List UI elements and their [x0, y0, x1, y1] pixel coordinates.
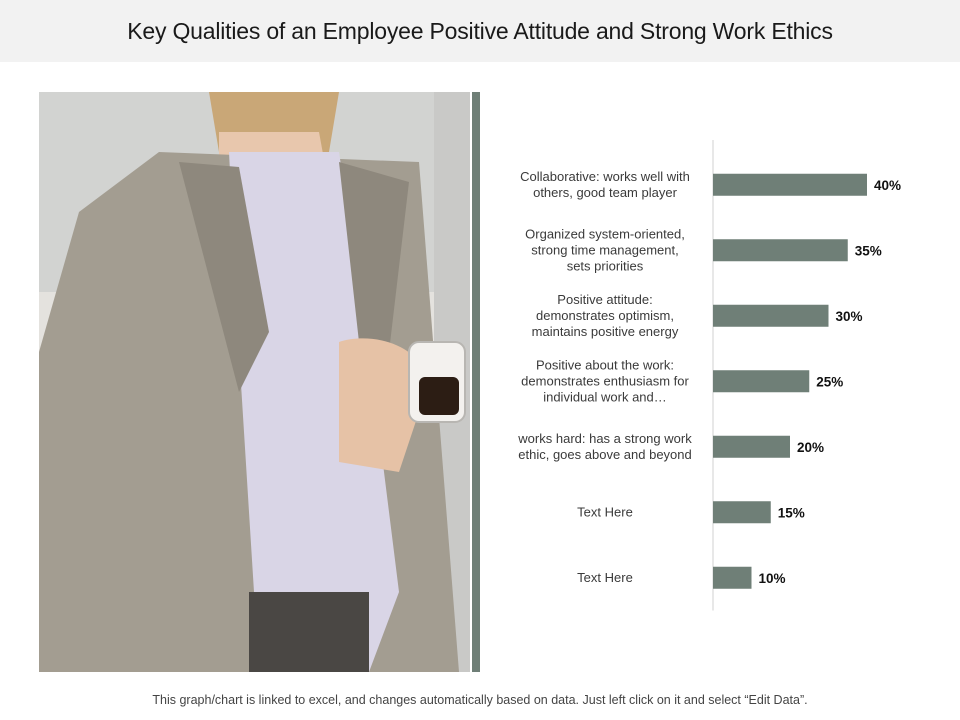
data-label-5: 15% [778, 505, 805, 520]
category-label-line: Text Here [577, 504, 633, 519]
footer-note: This graph/chart is linked to excel, and… [152, 693, 808, 707]
category-label-line: Collaborative: works well with [520, 169, 690, 184]
bar-2 [713, 304, 829, 327]
category-label-line: sets priorities [567, 258, 644, 273]
data-label-3: 25% [816, 374, 843, 389]
bar-5 [713, 501, 771, 524]
category-label-line: works hard: has a strong work [517, 431, 692, 446]
data-label-1: 35% [855, 243, 882, 258]
category-label-2: Positive attitude: demonstrates optimism,… [532, 292, 679, 339]
chart-svg: 40% Collaborative: works well with others,… [517, 140, 901, 611]
category-label-line: Positive attitude: [557, 292, 652, 307]
category-label-line: individual work and… [543, 389, 667, 404]
bar-1 [713, 239, 848, 262]
bar-0 [713, 173, 867, 196]
category-label-line: demonstrates enthusiasm for [521, 373, 689, 388]
accent-divider [472, 92, 480, 672]
category-label-line: others, good team player [533, 185, 677, 200]
category-label-0: Collaborative: works well with others, go… [520, 169, 690, 200]
bar-4 [713, 435, 790, 458]
category-label-line: Positive about the work: [536, 357, 674, 372]
category-label-5: Text Here [577, 504, 633, 519]
page-title: Key Qualities of an Employee Positive At… [127, 17, 833, 44]
category-label-line: Organized system-oriented, [525, 226, 685, 241]
photo-placeholder-icon [39, 92, 470, 672]
employee-photo [39, 92, 470, 672]
data-label-6: 10% [759, 571, 786, 586]
category-label-1: Organized system-oriented, strong time ma… [525, 226, 685, 273]
data-label-4: 20% [797, 440, 824, 455]
bar-3 [713, 370, 810, 393]
category-label-line: ethic, goes above and beyond [518, 447, 691, 462]
bar-6 [713, 566, 752, 589]
bar-chart: 40% Collaborative: works well with others,… [490, 140, 950, 630]
data-label-2: 30% [836, 309, 863, 324]
category-label-line: strong time management, [531, 242, 678, 257]
category-label-line: Text Here [577, 570, 633, 585]
category-label-3: Positive about the work: demonstrates ent… [521, 357, 689, 404]
category-label-4: works hard: has a strong work ethic, goes… [517, 431, 692, 462]
category-label-line: maintains positive energy [532, 324, 679, 339]
title-bar: Key Qualities of an Employee Positive At… [0, 0, 960, 62]
category-label-6: Text Here [577, 570, 633, 585]
data-label-0: 40% [874, 178, 901, 193]
category-label-line: demonstrates optimism, [536, 308, 674, 323]
